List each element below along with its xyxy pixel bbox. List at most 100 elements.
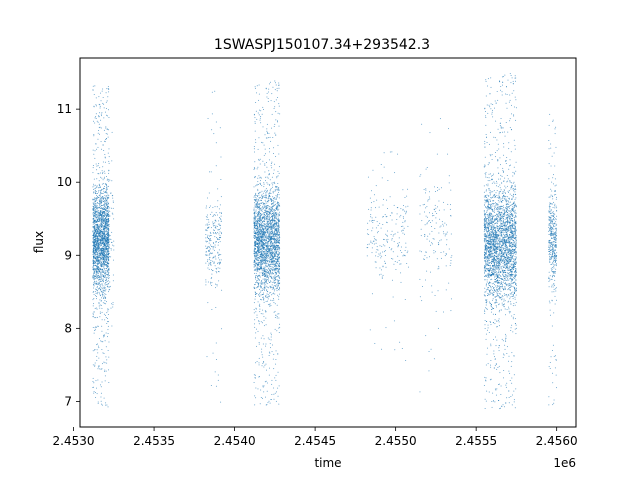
data-point <box>96 241 98 243</box>
data-point <box>259 211 261 213</box>
data-point <box>209 234 211 236</box>
data-point <box>101 325 103 327</box>
data-point <box>258 243 260 245</box>
data-point <box>212 215 214 217</box>
data-point <box>99 194 101 196</box>
data-point <box>272 226 274 228</box>
data-point <box>269 237 271 239</box>
data-point <box>108 148 110 150</box>
data-point <box>92 225 94 227</box>
data-point <box>257 190 259 192</box>
data-point <box>104 206 106 208</box>
data-point <box>93 238 95 240</box>
data-point <box>108 273 110 275</box>
data-point <box>94 349 96 351</box>
data-point <box>96 349 98 351</box>
data-point <box>257 270 259 272</box>
data-point <box>106 233 108 235</box>
data-point <box>273 280 275 282</box>
data-point <box>258 321 260 323</box>
data-point <box>273 281 275 283</box>
data-point <box>92 237 94 239</box>
data-point <box>94 220 96 222</box>
data-point <box>95 203 97 205</box>
data-point <box>102 210 104 212</box>
data-point <box>205 248 207 250</box>
data-point <box>278 224 280 226</box>
data-point <box>273 249 275 251</box>
data-point <box>101 291 103 293</box>
data-point <box>268 174 270 176</box>
data-point <box>276 279 278 281</box>
data-point <box>263 237 265 239</box>
data-point <box>112 280 114 282</box>
data-point <box>277 395 279 397</box>
data-point <box>254 139 256 141</box>
data-point <box>256 92 258 94</box>
data-point <box>99 193 101 195</box>
data-point <box>101 270 103 272</box>
data-point <box>96 293 98 295</box>
data-point <box>279 251 281 253</box>
data-point <box>260 397 262 399</box>
data-point <box>276 177 278 179</box>
data-point <box>100 260 102 262</box>
data-point <box>271 161 273 163</box>
data-point <box>102 269 104 271</box>
data-point <box>103 253 105 255</box>
data-point <box>270 292 272 294</box>
data-point <box>212 242 214 244</box>
data-point <box>262 313 264 315</box>
data-point <box>105 223 107 225</box>
data-point <box>100 254 102 255</box>
data-point <box>262 233 264 235</box>
data-point <box>96 276 98 278</box>
data-point <box>267 221 269 223</box>
data-point <box>212 257 214 259</box>
data-point <box>258 137 260 139</box>
data-point <box>256 118 258 120</box>
data-point <box>98 189 100 191</box>
data-point <box>93 229 95 231</box>
data-point <box>264 203 266 205</box>
data-point <box>257 278 259 280</box>
data-point <box>99 221 101 223</box>
data-point <box>96 343 98 345</box>
data-point <box>102 280 104 282</box>
data-point <box>260 337 262 339</box>
data-point <box>95 97 97 99</box>
data-point <box>258 251 260 253</box>
data-point <box>215 342 217 344</box>
data-point <box>103 251 105 253</box>
data-point <box>258 223 260 225</box>
data-point <box>106 321 108 323</box>
data-point <box>255 246 257 248</box>
data-point <box>266 237 268 239</box>
data-point <box>100 272 102 274</box>
data-point <box>94 244 96 246</box>
data-point <box>96 169 98 171</box>
data-point <box>267 97 269 99</box>
data-point <box>273 181 275 183</box>
data-point <box>260 265 262 267</box>
data-point <box>104 208 105 210</box>
data-point <box>256 293 258 295</box>
data-point <box>257 177 259 179</box>
data-point <box>274 328 276 330</box>
data-point <box>106 258 108 260</box>
data-point <box>263 229 265 231</box>
data-point <box>254 199 256 201</box>
data-point <box>93 191 95 193</box>
data-point <box>272 267 274 269</box>
data-point <box>278 276 280 278</box>
data-point <box>105 175 107 177</box>
data-point <box>92 202 94 204</box>
data-point <box>267 287 269 289</box>
data-point <box>211 282 213 284</box>
data-point <box>219 217 221 219</box>
data-point <box>105 290 107 292</box>
data-point <box>100 287 102 289</box>
data-point <box>93 219 95 221</box>
data-point <box>276 230 278 231</box>
data-point <box>217 200 219 202</box>
